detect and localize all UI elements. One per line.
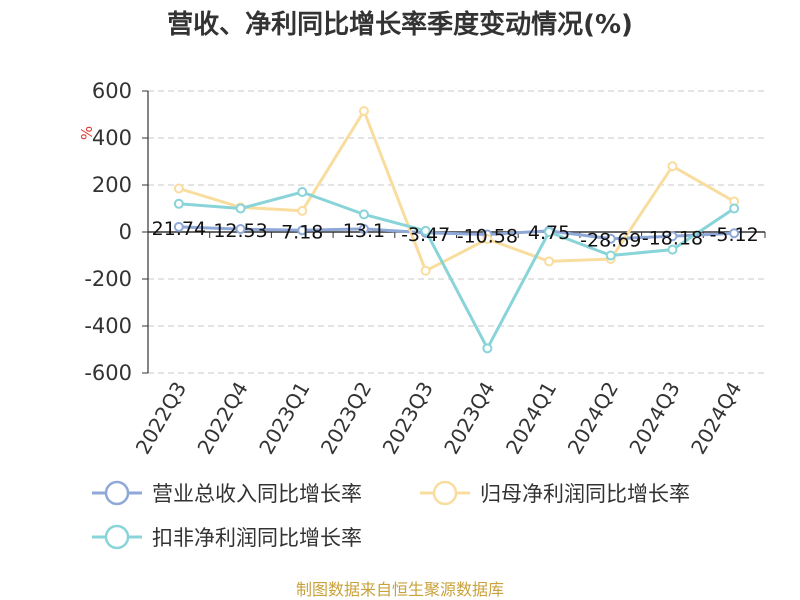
x-tick-label: 2023Q3 xyxy=(378,378,438,459)
data-point xyxy=(420,225,431,236)
data-label: 12.53 xyxy=(213,220,267,242)
y-tick-label: 200 xyxy=(92,173,132,197)
legend-item-1[interactable]: 归母净利润同比增长率 xyxy=(420,480,690,506)
legend-marker xyxy=(104,524,130,550)
x-tick-label: 2023Q2 xyxy=(316,378,376,459)
legend-marker xyxy=(104,480,130,506)
series-line-0 xyxy=(178,225,735,241)
y-tick-label: 0 xyxy=(119,220,132,244)
data-point xyxy=(729,203,740,214)
data-point xyxy=(420,265,431,276)
y-axis-unit-label: % xyxy=(78,126,96,140)
data-label: 13.1 xyxy=(343,220,385,242)
x-tick-label: 2024Q2 xyxy=(563,378,623,459)
series-lines xyxy=(173,105,740,354)
x-tick-label: 2024Q1 xyxy=(501,378,561,459)
series-line-1 xyxy=(178,109,735,273)
data-label: -10.58 xyxy=(457,225,518,247)
y-tick-label: 600 xyxy=(92,79,132,103)
data-point xyxy=(173,198,184,209)
legend-item-0[interactable]: 营业总收入同比增长率 xyxy=(92,480,362,506)
data-point xyxy=(667,161,678,172)
data-point xyxy=(605,233,616,244)
data-point xyxy=(482,343,493,354)
data-point xyxy=(667,231,678,242)
data-point xyxy=(358,209,369,220)
series-line-2 xyxy=(178,190,735,350)
source-note: 制图数据来自恒生聚源数据库 xyxy=(296,580,504,599)
data-point xyxy=(173,183,184,194)
y-tick-label: -400 xyxy=(84,314,132,338)
data-point xyxy=(358,223,369,234)
legend-marker xyxy=(432,480,458,506)
data-labels: 21.74 12.53 7.18 13.1 -3.47 -10.58 4.75 -28.69-… xyxy=(152,218,759,252)
data-point xyxy=(482,234,493,245)
data-point xyxy=(667,244,678,255)
data-point xyxy=(297,225,308,236)
data-point xyxy=(235,203,246,214)
y-tick-label: -600 xyxy=(84,361,132,385)
y-tick-label: -200 xyxy=(84,267,132,291)
data-point xyxy=(297,187,308,198)
data-point xyxy=(358,105,369,116)
chart-title: 营收、净利同比增长率季度变动情况(%) xyxy=(167,9,633,40)
legend-label: 归母净利润同比增长率 xyxy=(480,482,690,506)
data-point xyxy=(605,250,616,261)
legend-label: 扣非净利润同比增长率 xyxy=(152,526,362,550)
data-label: 4.75 xyxy=(528,222,570,244)
data-point xyxy=(173,221,184,232)
data-point xyxy=(729,228,740,239)
data-label: -5.12 xyxy=(710,224,759,246)
data-point xyxy=(544,256,555,267)
x-tick-label: 2024Q3 xyxy=(624,378,684,459)
data-label: -28.69 xyxy=(580,230,641,252)
grid-lines xyxy=(148,90,765,374)
legend-label: 营业总收入同比增长率 xyxy=(152,482,362,506)
x-tick-label: 2022Q3 xyxy=(131,378,191,459)
x-tick-label: 2023Q1 xyxy=(254,378,314,459)
data-label: -18.18 xyxy=(642,227,703,249)
y-tick-label: 400 xyxy=(92,126,132,150)
x-tick-label: 2023Q4 xyxy=(439,377,499,458)
data-label: 7.18 xyxy=(281,221,323,243)
legend-item-2[interactable]: 扣非净利润同比增长率 xyxy=(92,524,362,550)
x-tick-label: 2022Q4 xyxy=(192,378,252,459)
data-point xyxy=(544,227,555,237)
data-point xyxy=(235,224,246,235)
data-label: 21.74 xyxy=(152,218,206,240)
data-label: -3.47 xyxy=(401,224,450,246)
x-tick-label: 2024Q4 xyxy=(686,378,746,459)
data-point xyxy=(297,205,308,216)
